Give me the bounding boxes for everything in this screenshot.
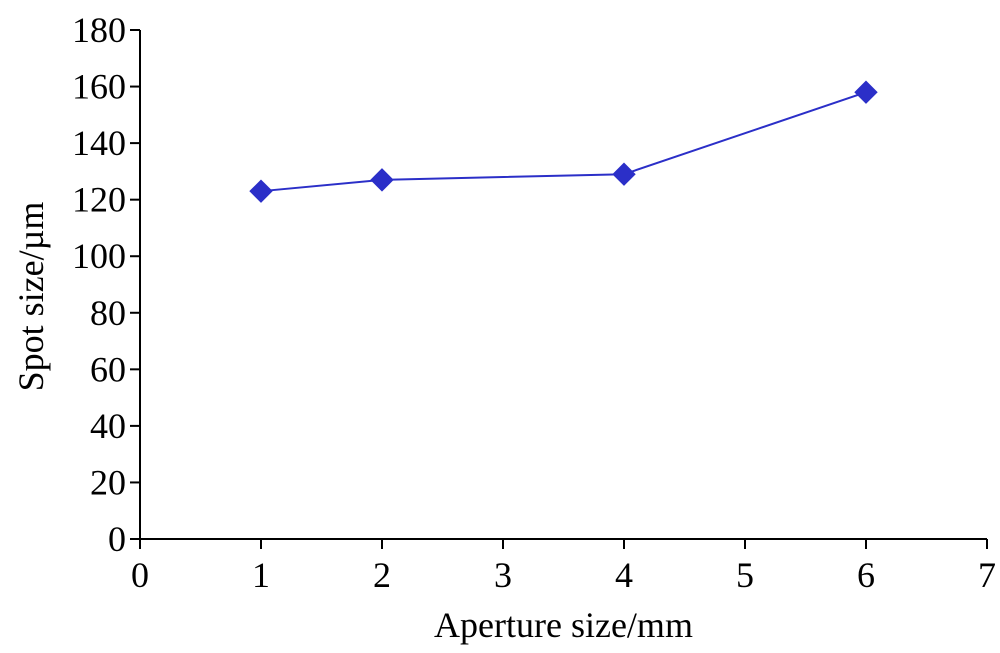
- x-tick-label: 7: [978, 555, 996, 595]
- x-tick-label: 2: [373, 555, 391, 595]
- x-tick-label: 5: [736, 555, 754, 595]
- x-axis-title: Aperture size/mm: [434, 605, 693, 645]
- series-line: [260, 91, 867, 193]
- y-axis-title: Spot size/µm: [11, 202, 51, 392]
- y-tick-label: 180: [72, 10, 126, 50]
- y-tick-label: 40: [90, 406, 126, 446]
- data-point-marker: [612, 162, 636, 186]
- data-point-marker: [370, 168, 394, 192]
- y-tick-label: 80: [90, 293, 126, 333]
- y-tick-label: 20: [90, 462, 126, 502]
- y-tick-label: 60: [90, 349, 126, 389]
- y-tick-label: 160: [72, 67, 126, 107]
- x-tick-label: 0: [131, 555, 149, 595]
- y-tick-label: 0: [108, 519, 126, 559]
- x-tick-label: 3: [494, 555, 512, 595]
- y-tick-label: 140: [72, 123, 126, 163]
- y-tick-label: 100: [72, 236, 126, 276]
- y-axis-ticks: 0 20 40 60 80 100 120 140 160 180: [72, 10, 140, 559]
- x-tick-label: 1: [252, 555, 270, 595]
- x-axis-ticks: 0 1 2 3 4 5 6 7: [131, 539, 996, 595]
- data-point-marker: [249, 179, 273, 203]
- series-layer: [249, 80, 878, 203]
- y-tick-label: 120: [72, 180, 126, 220]
- x-tick-label: 6: [857, 555, 875, 595]
- data-point-marker: [854, 80, 878, 104]
- x-tick-label: 4: [615, 555, 633, 595]
